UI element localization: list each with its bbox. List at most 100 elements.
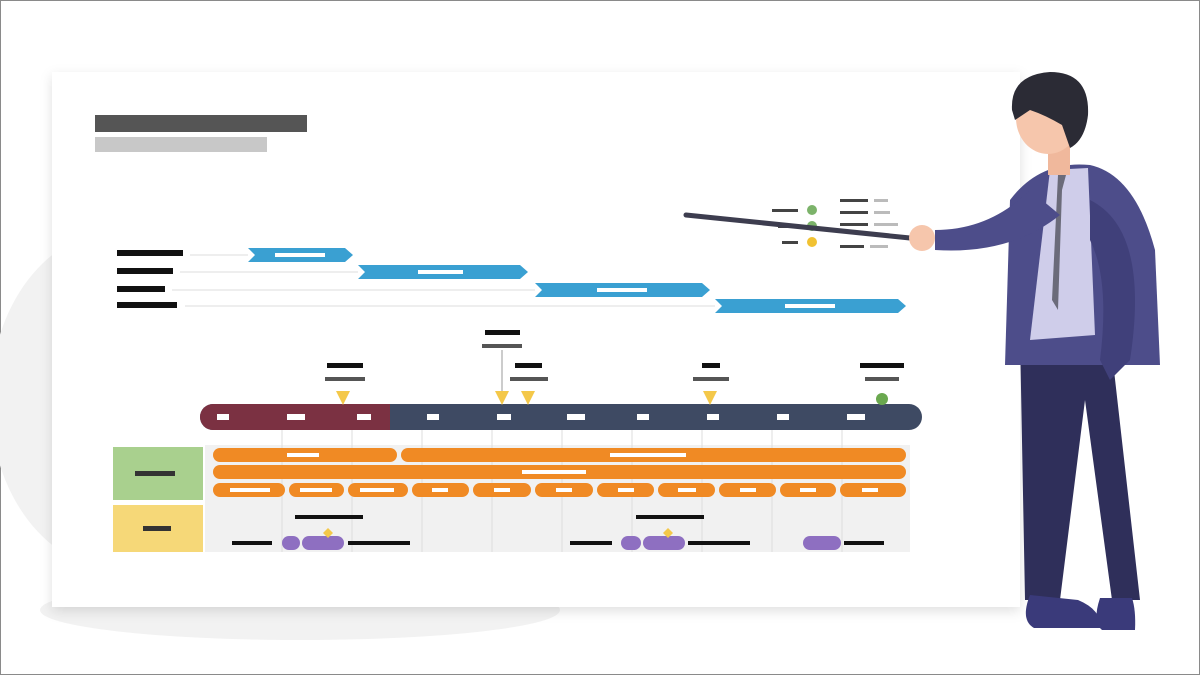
gantt-rows-part <box>597 288 647 292</box>
gantt-rows-part <box>172 254 715 307</box>
milestone-markers-part <box>876 393 888 405</box>
milestone-labels-part <box>693 377 729 381</box>
mini-legend-part <box>772 209 798 212</box>
purple-tasks-part <box>636 515 704 519</box>
mini-legend-part <box>840 223 868 226</box>
presenter-part <box>1090 200 1135 380</box>
purple-tasks-part <box>302 536 344 550</box>
mini-legend-part <box>782 241 798 244</box>
purple-tasks-part <box>663 528 673 538</box>
gantt-rows-part <box>117 268 173 274</box>
milestone-labels-part <box>510 377 548 381</box>
orange-tasks-part <box>618 488 634 492</box>
purple-tasks-part <box>803 536 841 550</box>
presenter-part <box>1011 72 1089 148</box>
mini-legend-part <box>840 245 864 248</box>
mini-legend-part <box>874 223 898 226</box>
orange-tasks-part <box>740 488 756 492</box>
milestone-labels-part <box>327 363 363 368</box>
milestone-markers-part <box>336 391 350 405</box>
milestone-labels-part <box>865 377 899 381</box>
purple-tasks <box>232 515 884 550</box>
orange-tasks-part <box>556 488 572 492</box>
orange-tasks-part <box>287 453 319 457</box>
presenter-part <box>1096 598 1136 630</box>
gantt-rows-part <box>275 253 835 308</box>
orange-tasks-part <box>230 488 270 492</box>
orange-tasks-part <box>522 470 586 474</box>
presenter-part <box>1020 335 1140 600</box>
milestone-labels-part <box>485 330 520 335</box>
timeline-bar-part <box>567 414 585 420</box>
swimlanes-part <box>143 526 171 531</box>
gantt-rows-part <box>117 250 183 256</box>
gantt-rows <box>117 248 906 313</box>
milestone-markers-part <box>521 391 535 405</box>
swimlanes-part <box>135 471 175 476</box>
timeline-bar-part <box>357 414 371 420</box>
purple-tasks-part <box>621 536 641 550</box>
gantt-rows-part <box>275 253 325 257</box>
swimlanes-part <box>205 445 910 552</box>
mini-legend-part <box>874 211 890 214</box>
presenter <box>683 72 1160 630</box>
timeline-bar-part <box>217 414 865 420</box>
purple-tasks-part <box>295 515 363 519</box>
milestone-markers-part <box>495 391 509 405</box>
timeline-bar-part <box>847 414 865 420</box>
orange-tasks <box>213 448 906 497</box>
board-heading-part <box>95 115 307 132</box>
milestone-markers-part <box>703 391 717 405</box>
orange-tasks-part <box>678 488 696 492</box>
timeline-bar-part <box>497 414 511 420</box>
milestone-labels-part <box>860 363 904 368</box>
swimlanes <box>113 430 910 552</box>
mini-legend-part <box>807 237 817 247</box>
orange-tasks-part <box>610 453 686 457</box>
milestone-labels-part <box>702 363 720 368</box>
board-heading-part <box>95 137 267 152</box>
mini-legend-part <box>870 245 888 248</box>
presenter-part <box>935 190 1060 251</box>
milestone-labels-part <box>515 363 542 368</box>
board-heading <box>95 115 307 152</box>
presenter-part <box>1052 175 1066 310</box>
purple-tasks-part <box>844 541 884 545</box>
orange-tasks-part <box>800 488 816 492</box>
timeline-bar-part <box>777 414 789 420</box>
orange-tasks-part <box>300 488 332 492</box>
mini-legend-part <box>840 199 868 202</box>
milestone-labels <box>325 330 904 392</box>
gantt-rows-part <box>117 286 165 292</box>
purple-tasks-part <box>643 536 685 550</box>
timeline-bar-part <box>707 414 719 420</box>
purple-tasks-part <box>348 541 410 545</box>
mini-legend-part <box>874 199 888 202</box>
presenter-part <box>909 225 935 251</box>
purple-tasks-part <box>570 541 612 545</box>
timeline-bar-part <box>287 414 305 420</box>
orange-tasks-part <box>862 488 878 492</box>
orange-tasks-part <box>230 453 878 492</box>
orange-tasks-part <box>494 488 510 492</box>
presenter-part <box>1025 595 1101 628</box>
purple-tasks-part <box>282 536 300 550</box>
milestone-labels-part <box>482 344 522 348</box>
timeline-bar-part <box>637 414 649 420</box>
mini-legend-part <box>840 211 868 214</box>
orange-tasks-part <box>432 488 448 492</box>
purple-tasks-part <box>688 541 750 545</box>
mini-legend-part <box>807 205 817 215</box>
milestone-markers <box>336 391 888 405</box>
purple-tasks-part <box>232 541 272 545</box>
gantt-rows-part <box>785 304 835 308</box>
gantt-rows-part <box>418 270 463 274</box>
orange-tasks-part <box>360 488 394 492</box>
purple-tasks-part <box>323 528 333 538</box>
purple-tasks-part <box>282 536 841 550</box>
purple-tasks-part <box>232 515 884 545</box>
timeline-bar <box>200 404 922 430</box>
timeline-bar-part <box>217 414 229 420</box>
milestone-labels-part <box>325 377 365 381</box>
